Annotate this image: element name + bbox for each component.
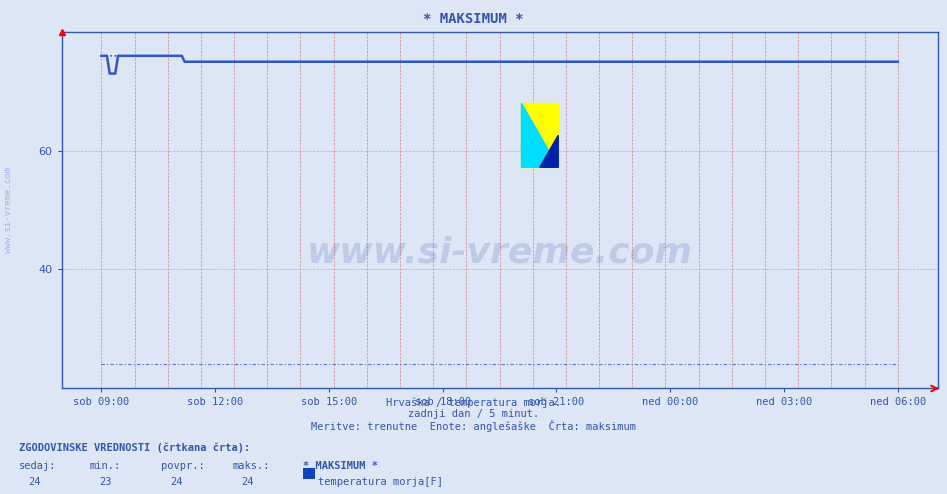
Text: maks.:: maks.:	[232, 461, 270, 471]
Text: 23: 23	[99, 477, 112, 487]
Text: min.:: min.:	[90, 461, 121, 471]
Text: Meritve: trenutne  Enote: anglešaške  Črta: maksimum: Meritve: trenutne Enote: anglešaške Črta…	[311, 420, 636, 432]
Text: povpr.:: povpr.:	[161, 461, 205, 471]
Bar	[522, 103, 558, 167]
Text: zadnji dan / 5 minut.: zadnji dan / 5 minut.	[408, 409, 539, 419]
Text: www.si-vreme.com: www.si-vreme.com	[5, 167, 13, 253]
Text: * MAKSIMUM *: * MAKSIMUM *	[423, 12, 524, 26]
Text: 24: 24	[241, 477, 254, 487]
Text: ZGODOVINSKE VREDNOSTI (črtkana črta):: ZGODOVINSKE VREDNOSTI (črtkana črta):	[19, 442, 250, 453]
Text: sedaj:: sedaj:	[19, 461, 57, 471]
Text: * MAKSIMUM *: * MAKSIMUM *	[303, 461, 378, 471]
Text: 24: 24	[170, 477, 183, 487]
Text: www.si-vreme.com: www.si-vreme.com	[307, 236, 692, 270]
Polygon shape	[540, 135, 558, 167]
Text: temperatura morja[F]: temperatura morja[F]	[318, 477, 443, 487]
Text: 24: 24	[28, 477, 41, 487]
Text: Hrvaška / temperatura morja.: Hrvaška / temperatura morja.	[386, 398, 561, 408]
Polygon shape	[522, 103, 558, 167]
